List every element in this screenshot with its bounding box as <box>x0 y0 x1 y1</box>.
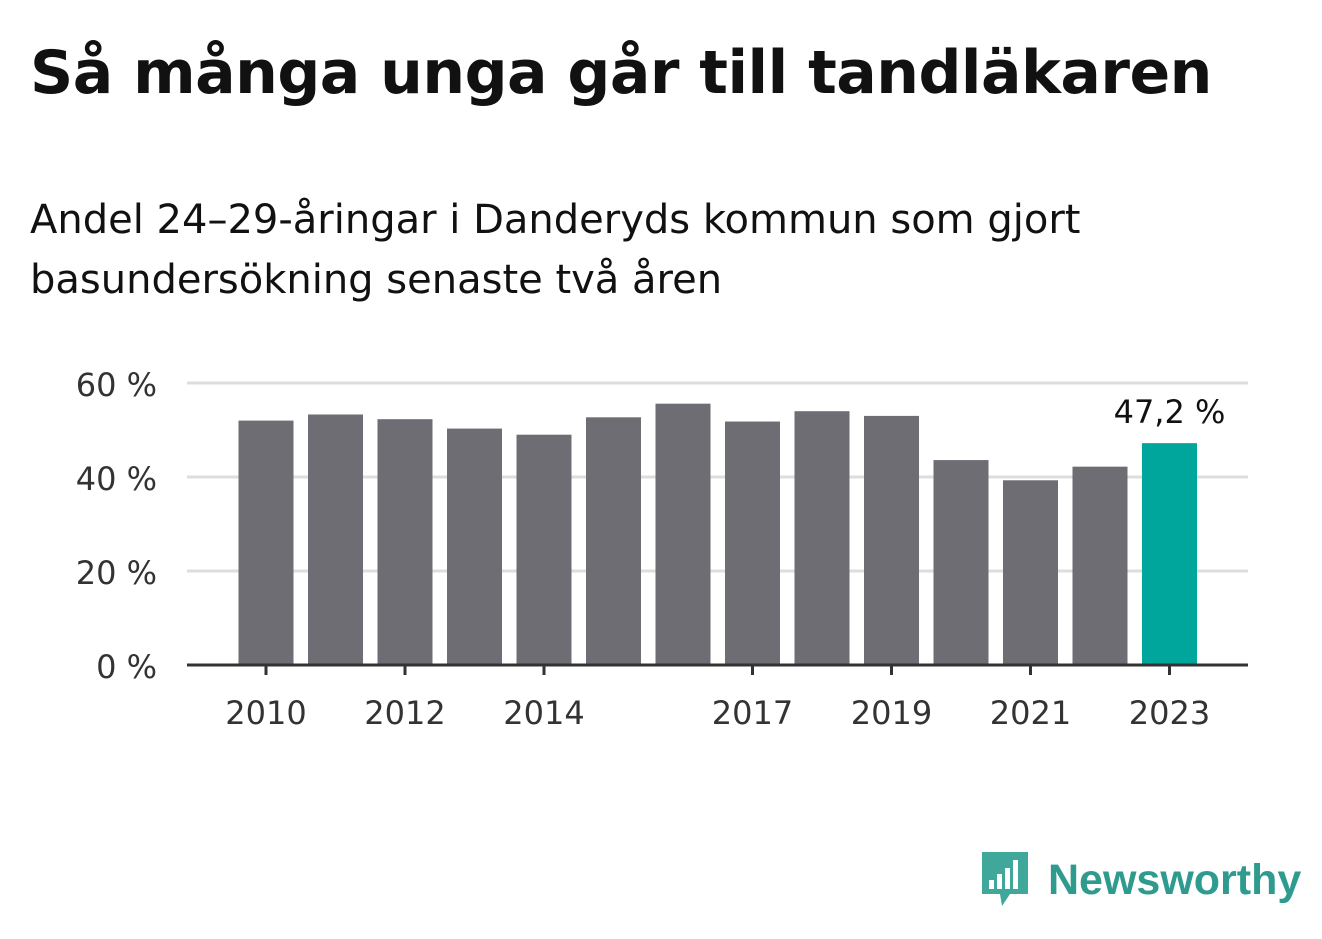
x-tick-label: 2023 <box>1129 694 1210 732</box>
bar <box>308 414 363 665</box>
bar <box>377 419 433 665</box>
annotations: 47,2 % <box>1114 393 1226 431</box>
y-axis-ticks: 0 % 20 % 40 % 60 % <box>76 366 157 686</box>
bar <box>1003 480 1058 665</box>
x-tick-label: 2019 <box>851 694 932 732</box>
y-tick-label: 20 % <box>76 554 157 592</box>
y-tick-label: 0 % <box>96 648 157 686</box>
y-tick-label: 60 % <box>76 366 157 404</box>
x-axis-ticks: 2010 2012 2014 2017 2019 2021 2023 <box>225 665 1210 732</box>
newsworthy-logo: Newsworthy <box>980 850 1301 910</box>
chart-subtitle: Andel 24–29-åringar i Danderyds kommun s… <box>30 197 1081 303</box>
bar <box>586 417 641 665</box>
bar-highlight <box>1142 443 1197 665</box>
grid-lines <box>187 381 1248 573</box>
bar-chart-speech-bubble-icon <box>982 852 1028 906</box>
chart-title: Så många unga går till tandläkaren <box>30 38 1212 108</box>
x-tick-label: 2010 <box>225 694 306 732</box>
y-tick-label: 40 % <box>76 460 157 498</box>
bar <box>447 428 502 665</box>
bar <box>238 420 294 665</box>
bar <box>516 434 572 665</box>
bar <box>794 411 850 665</box>
bar <box>655 403 711 665</box>
x-tick-label: 2012 <box>364 694 445 732</box>
x-tick-label: 2014 <box>503 694 584 732</box>
bar <box>933 460 989 665</box>
bars <box>238 403 1197 665</box>
x-tick-label: 2021 <box>990 694 1071 732</box>
bar <box>1072 466 1128 665</box>
brand-name: Newsworthy <box>1048 855 1302 904</box>
bar <box>725 421 780 665</box>
bar <box>864 415 919 665</box>
data-label-highlight: 47,2 % <box>1114 393 1226 431</box>
x-tick-label: 2017 <box>712 694 793 732</box>
